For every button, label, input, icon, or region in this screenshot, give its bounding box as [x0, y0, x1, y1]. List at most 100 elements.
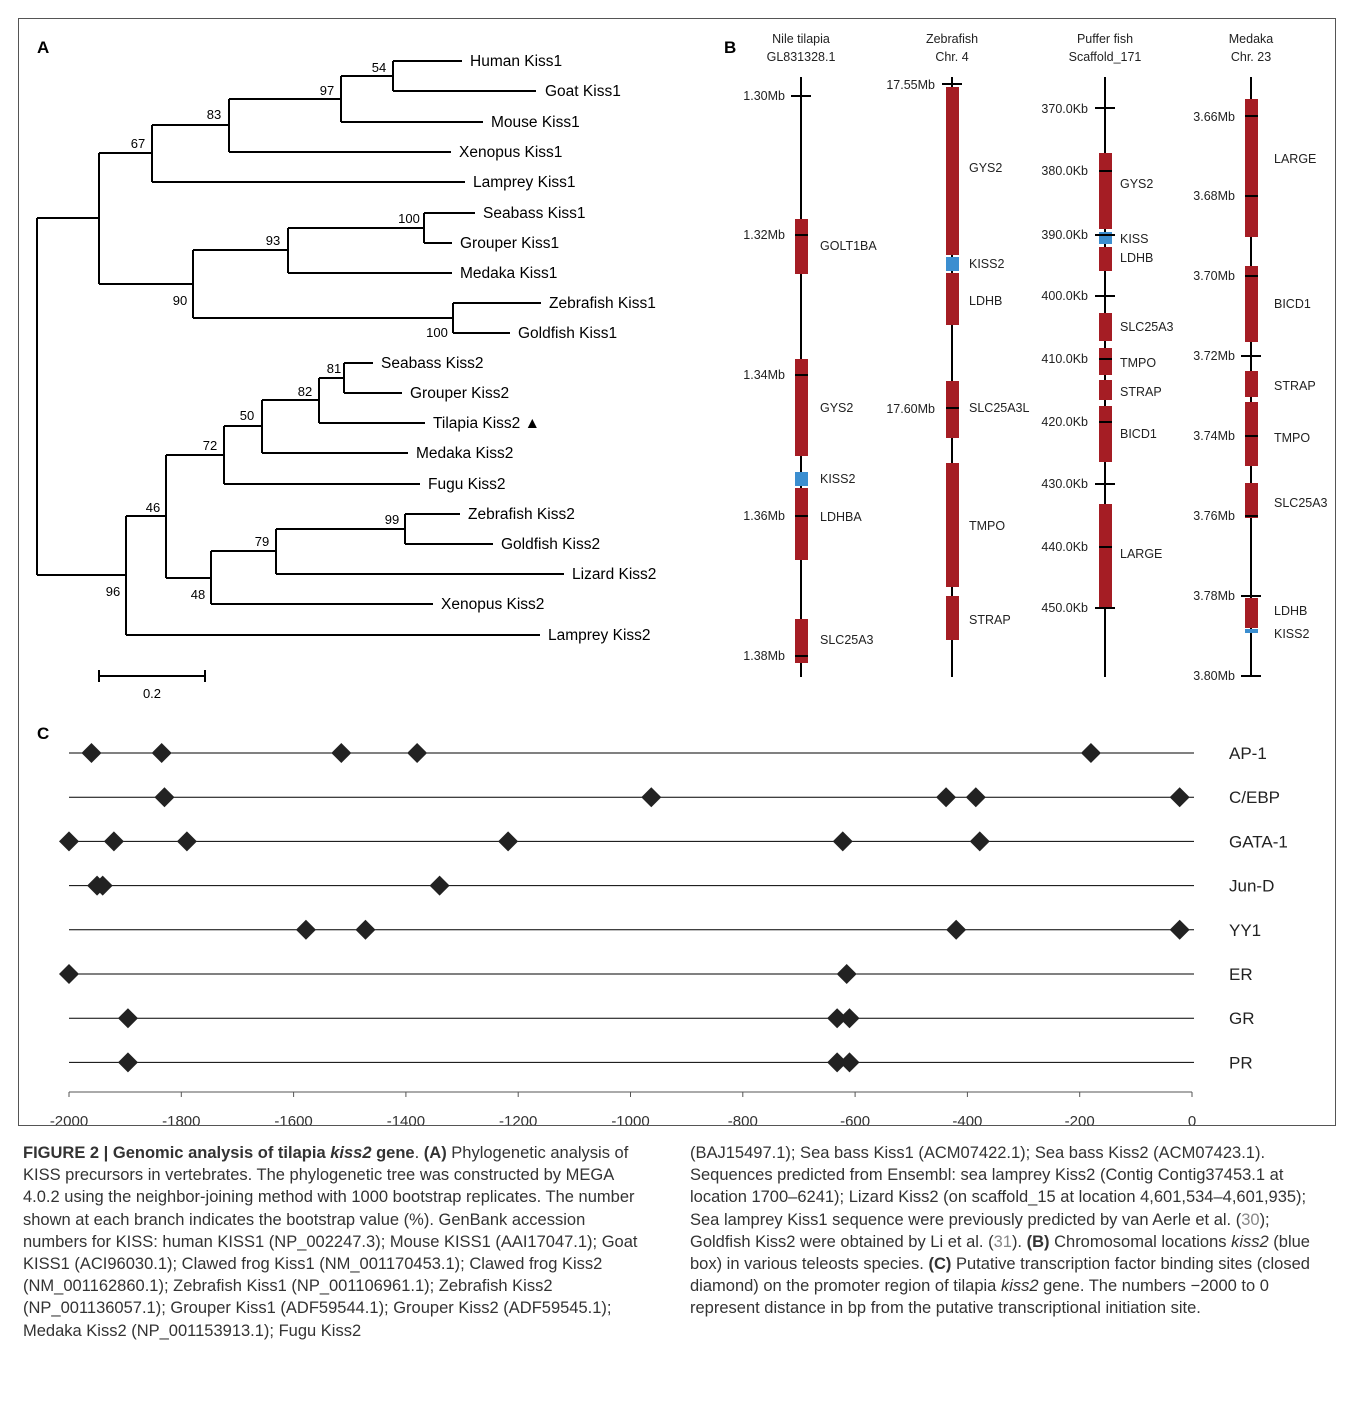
gene-label: SLC25A3L — [969, 401, 1030, 415]
caption-run: Putative transcription factor binding si… — [690, 1255, 1310, 1296]
caption-run: . — [414, 1144, 424, 1162]
factor-label: GATA-1 — [1229, 832, 1288, 851]
bootstrap-value: 96 — [106, 584, 120, 599]
bootstrap-value: 48 — [191, 587, 205, 602]
bootstrap-value: 93 — [266, 233, 280, 248]
leaf-label: Goldfish Kiss1 — [518, 325, 617, 342]
gene-label: STRAP — [1274, 379, 1316, 393]
factor-label: Jun-D — [1229, 877, 1274, 896]
binding-site-diamond — [407, 743, 428, 763]
gene-block — [1245, 99, 1258, 237]
gene-block — [946, 381, 959, 438]
leaf-label: Xenopus Kiss1 — [459, 144, 562, 161]
chrom-title: Zebrafish — [926, 32, 978, 46]
binding-site-diamond — [832, 831, 853, 852]
x-tick-label: -1800 — [162, 1113, 200, 1125]
gene-block — [946, 463, 959, 587]
gene-label: GYS2 — [969, 161, 1002, 175]
gene-block — [1245, 371, 1258, 397]
gene-label: BICD1 — [1274, 297, 1311, 311]
chrom-tick-label: 400.0Kb — [1041, 289, 1088, 303]
leaf-label: Goat Kiss1 — [545, 83, 621, 100]
kiss2-block — [946, 257, 959, 271]
x-tick-label: 0 — [1188, 1113, 1196, 1125]
kiss2-block — [1099, 232, 1112, 244]
gene-block — [795, 488, 808, 560]
binding-site-diamond — [117, 1052, 138, 1073]
chrom-tick-label: 430.0Kb — [1041, 477, 1088, 491]
binding-site-diamond — [965, 787, 986, 808]
x-tick-label: -2000 — [50, 1113, 88, 1125]
kiss2-block — [1245, 629, 1258, 633]
binding-site-diamond — [151, 743, 172, 763]
bootstrap-value: 79 — [255, 534, 269, 549]
bootstrap-value: 82 — [298, 384, 312, 399]
gene-label: LARGE — [1274, 152, 1316, 166]
chrom-tick-label: 3.70Mb — [1193, 269, 1235, 283]
binding-site-diamond — [946, 919, 967, 940]
binding-site-diamond — [103, 831, 124, 852]
gene-label: TMPO — [969, 519, 1005, 533]
chrom-tick-label: 3.78Mb — [1193, 589, 1235, 603]
factor-label: PR — [1229, 1053, 1253, 1072]
binding-site-diamond — [839, 1052, 860, 1073]
gene-block — [1245, 483, 1258, 518]
caption-run: (A) — [423, 1144, 447, 1162]
chrom-tick-label: 17.55Mb — [886, 78, 935, 92]
chrom-tick-label: 3.74Mb — [1193, 429, 1235, 443]
x-tick-label: -1600 — [274, 1113, 312, 1125]
bootstrap-value: 54 — [372, 60, 386, 75]
chrom-tick-label: 3.72Mb — [1193, 349, 1235, 363]
chrom-tick-label: 370.0Kb — [1041, 102, 1088, 116]
gene-block — [946, 87, 959, 255]
chrom-tick-label: 390.0Kb — [1041, 228, 1088, 242]
gene-block — [1245, 598, 1258, 628]
caption-run: ). — [1011, 1232, 1027, 1251]
bootstrap-value: 72 — [203, 438, 217, 453]
binding-site-diamond — [81, 743, 102, 763]
caption-run: Phylogenetic analysis of KISS precursors… — [23, 1144, 638, 1340]
caption-run: kiss2 — [1000, 1277, 1039, 1296]
caption-run: kiss2 — [1231, 1232, 1269, 1251]
gene-label: LDHB — [1274, 604, 1307, 618]
chrom-subtitle: GL831328.1 — [767, 50, 836, 64]
gene-block — [1099, 504, 1112, 608]
panel-label-a: A — [37, 38, 49, 57]
binding-site-diamond — [1080, 743, 1101, 763]
bootstrap-value: 100 — [398, 211, 420, 226]
chrom-subtitle: Chr. 23 — [1231, 50, 1271, 64]
gene-block — [1099, 348, 1112, 375]
binding-site-diamond — [59, 831, 79, 852]
binding-site-diamond — [936, 787, 957, 808]
gene-block — [1099, 313, 1112, 341]
chromosome-maps: Nile tilapia GL831328.1 Zebrafish Chr. 4… — [743, 32, 1327, 683]
bootstrap-value: 46 — [146, 500, 160, 515]
chrom-tick-label: 450.0Kb — [1041, 601, 1088, 615]
gene-label: STRAP — [1120, 385, 1162, 399]
gene-block — [795, 359, 808, 456]
caption-run: (blue box) in various teleosts species. — [690, 1232, 1310, 1274]
leaf-label: Zebrafish Kiss2 — [468, 506, 575, 523]
leaf-label: Seabass Kiss1 — [483, 205, 586, 222]
scale-bar — [98, 670, 206, 682]
leaf-label: Human Kiss1 — [470, 53, 562, 70]
leaf-label: Grouper Kiss1 — [460, 235, 559, 252]
gene-label: LDHB — [1120, 251, 1153, 265]
gene-label: KISS — [1120, 232, 1149, 246]
gene-block — [1245, 402, 1258, 466]
leaf-label: Fugu Kiss2 — [428, 476, 506, 493]
binding-site-diamond — [827, 1008, 848, 1029]
x-tick-label: -1200 — [499, 1113, 537, 1125]
bootstrap-value: 83 — [207, 107, 221, 122]
caption-run: (BAJ15497.1); Sea bass Kiss1 (ACM07422.1… — [690, 1144, 1307, 1229]
bootstrap-value: 100 — [426, 325, 448, 340]
gene-block — [1099, 406, 1112, 462]
figure-canvas: A B C Human Kiss1 Goat Kiss1 Mouse Kiss1… — [36, 32, 1328, 1130]
factor-label: GR — [1229, 1009, 1255, 1028]
bootstrap-value: 81 — [327, 361, 341, 376]
gene-block — [1245, 266, 1258, 342]
factor-label: C/EBP — [1229, 788, 1280, 807]
chrom-tick-label: 1.34Mb — [743, 368, 785, 382]
binding-site-diamond — [295, 919, 316, 940]
